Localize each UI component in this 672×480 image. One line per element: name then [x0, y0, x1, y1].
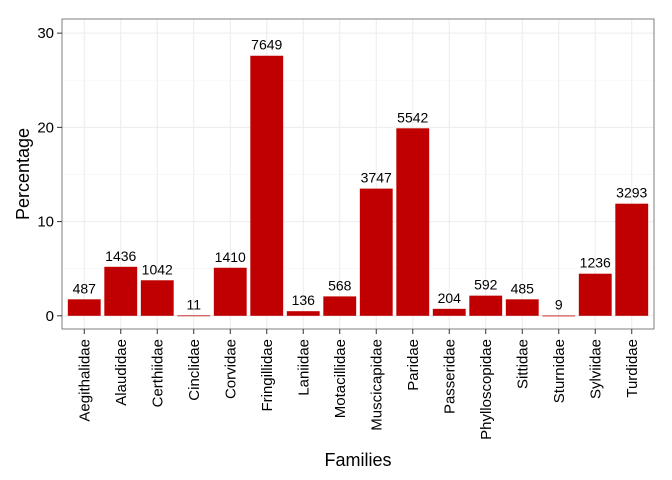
data-label: 3293 [616, 185, 647, 201]
data-label: 9 [555, 297, 563, 313]
data-label: 485 [511, 280, 535, 296]
data-label: 11 [186, 296, 201, 312]
bar [177, 315, 211, 317]
y-tick-label: 10 [37, 214, 54, 231]
x-tick-label: Fringillidae [259, 339, 276, 412]
data-label: 136 [292, 292, 316, 308]
data-label: 204 [438, 290, 462, 306]
data-label: 1410 [215, 249, 246, 265]
bar [505, 299, 539, 316]
y-axis-title: Percentage [13, 128, 33, 220]
x-tick-label: Turdidae [624, 339, 641, 398]
bar [615, 203, 649, 316]
minor-grid [62, 79, 654, 269]
y-tick-label: 0 [46, 308, 54, 325]
bar [323, 296, 357, 316]
bar [469, 295, 503, 316]
data-label: 1436 [105, 248, 136, 264]
data-label: 487 [73, 280, 97, 296]
x-tick-label: Cinclidae [186, 339, 203, 401]
y-axis: 0 10 20 30 [37, 25, 62, 325]
x-tick-label: Sturnidae [551, 339, 568, 403]
bar [396, 128, 430, 316]
x-tick-label: Motacillidae [332, 339, 349, 418]
bar [286, 311, 320, 316]
bars [67, 55, 649, 317]
data-label: 3747 [361, 170, 392, 186]
x-axis: Aegithalidae Alaudidae Certhiidae Cinclidae… [76, 329, 641, 440]
bar [542, 315, 576, 317]
bar [359, 188, 393, 316]
bar [250, 55, 284, 316]
x-tick-label: Passeridae [441, 339, 458, 414]
x-tick-label: Certhiidae [149, 339, 166, 407]
bar [140, 280, 174, 316]
bar [104, 266, 138, 316]
y-tick-label: 30 [37, 25, 54, 42]
data-labels: 487 1436 1042 11 1410 7649 136 568 3747 5542 204 59… [73, 37, 648, 313]
bar [213, 267, 247, 316]
x-tick-label: Phylloscopidae [478, 339, 495, 440]
panel-background [62, 19, 654, 329]
panel-border [61, 18, 655, 330]
data-label: 7649 [251, 37, 282, 53]
x-tick-label: Laniidae [295, 339, 312, 396]
x-tick-label: Aegithalidae [76, 339, 93, 422]
data-label: 1236 [580, 255, 611, 271]
x-tick-label: Sylviidae [587, 339, 604, 399]
data-label: 5542 [397, 109, 428, 125]
major-grid [62, 19, 654, 329]
x-tick-label: Alaudidae [113, 339, 130, 406]
x-tick-label: Muscicapidae [368, 339, 385, 431]
x-tick-label: Sittidae [514, 339, 531, 389]
bar [432, 308, 466, 316]
x-tick-label: Corvidae [222, 339, 239, 399]
bar [578, 273, 612, 316]
x-axis-title: Families [324, 450, 391, 470]
x-tick-label: Paridae [405, 339, 422, 391]
data-label: 1042 [142, 261, 173, 277]
data-label: 568 [328, 277, 352, 293]
bar [67, 299, 101, 316]
data-label: 592 [474, 277, 498, 293]
y-tick-label: 20 [37, 119, 54, 136]
